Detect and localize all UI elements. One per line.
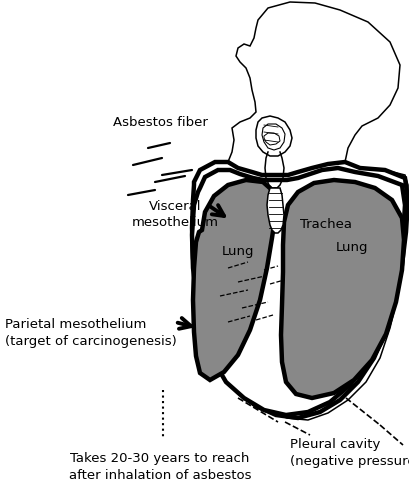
Polygon shape (263, 133, 279, 145)
Polygon shape (266, 188, 283, 233)
Text: Trachea: Trachea (299, 218, 351, 232)
Text: Parietal mesothelium
(target of carcinogenesis): Parietal mesothelium (target of carcinog… (5, 318, 176, 348)
Polygon shape (191, 2, 407, 420)
Polygon shape (191, 168, 404, 415)
Polygon shape (191, 162, 407, 418)
Text: Visceral
mesothelium: Visceral mesothelium (131, 200, 218, 230)
Polygon shape (255, 116, 291, 156)
Polygon shape (261, 124, 284, 150)
Text: Lung: Lung (335, 242, 367, 254)
Polygon shape (193, 180, 275, 380)
Text: Takes 20-30 years to reach
after inhalation of asbestos: Takes 20-30 years to reach after inhalat… (69, 452, 251, 482)
Text: Pleural cavity
(negative pressure): Pleural cavity (negative pressure) (289, 438, 409, 468)
Text: Lung: Lung (221, 246, 254, 258)
Polygon shape (280, 180, 403, 398)
Text: Asbestos fiber: Asbestos fiber (112, 116, 207, 128)
